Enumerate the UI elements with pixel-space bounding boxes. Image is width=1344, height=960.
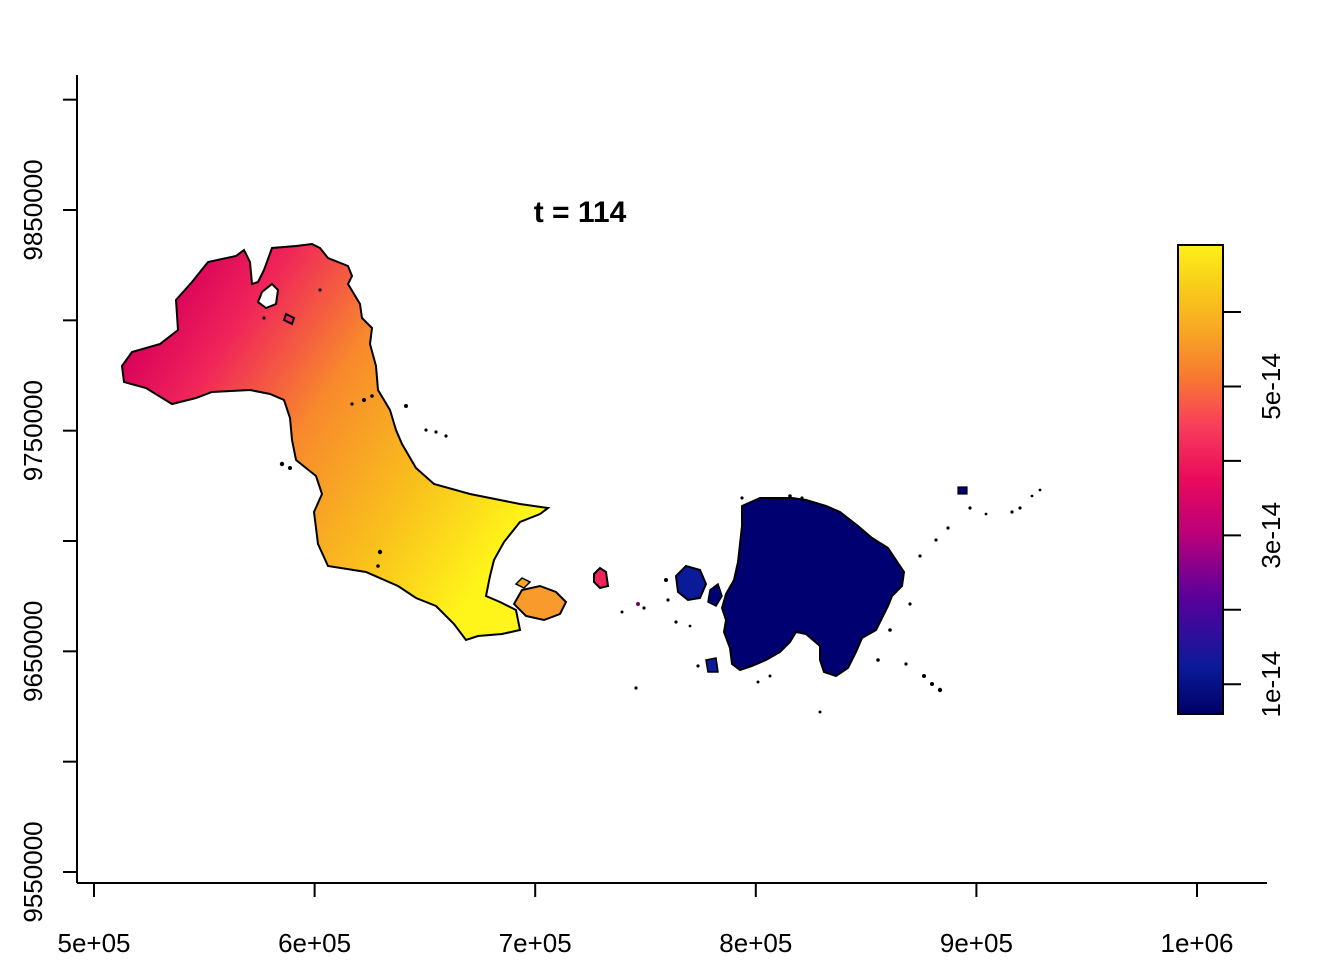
inland-lake	[256, 282, 280, 310]
colorbar-legend: 1e-14 3e-14 5e-14	[1177, 244, 1286, 718]
y-tick-label: 9550000	[18, 821, 48, 922]
x-tick-label: 8e+05	[719, 928, 792, 958]
y-tick-label: 9650000	[18, 601, 48, 702]
western-island-raster	[120, 242, 610, 642]
blue-islet	[674, 564, 708, 602]
western-island	[120, 242, 551, 642]
eastern-island-raster	[620, 486, 1042, 714]
x-tick-label: 1e+06	[1160, 928, 1233, 958]
eastern-island	[720, 497, 906, 678]
x-axis: 5e+05 6e+05 7e+05 8e+05 9e+05 1e+06	[57, 882, 1267, 958]
x-tick-label: 5e+05	[57, 928, 130, 958]
x-tick-label: 6e+05	[278, 928, 351, 958]
colorbar-tick-label: 3e-14	[1256, 502, 1286, 569]
y-tick-label: 9850000	[18, 159, 48, 260]
x-tick-label: 7e+05	[499, 928, 572, 958]
plot-title: t = 114	[534, 196, 627, 229]
orange-islet	[512, 584, 568, 622]
colorbar-tick-label: 5e-14	[1256, 353, 1286, 420]
pink-islet	[593, 566, 610, 590]
y-axis: 9550000 9650000 9750000 9850000	[18, 75, 78, 923]
colorbar	[1177, 244, 1224, 715]
x-tick-label: 9e+05	[940, 928, 1013, 958]
y-tick-label: 9750000	[18, 380, 48, 481]
colorbar-tick-label: 1e-14	[1256, 651, 1286, 718]
